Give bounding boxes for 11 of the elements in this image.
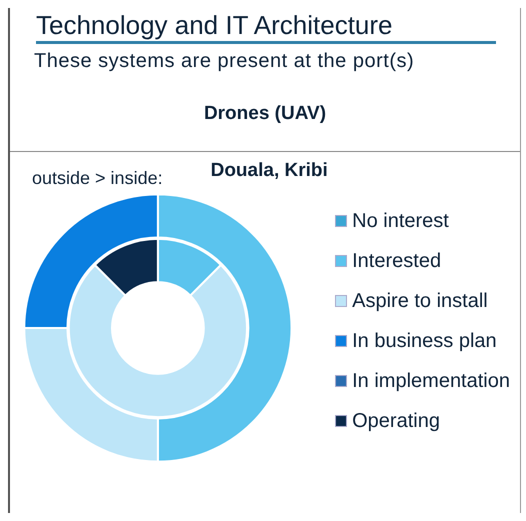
legend-label: No interest bbox=[352, 210, 449, 232]
legend-label: Operating bbox=[352, 410, 440, 432]
chart-subtitle: These systems are present at the port(s) bbox=[34, 50, 416, 73]
legend-label: In implementation bbox=[352, 370, 510, 392]
text: Drones (UAV) bbox=[202, 103, 328, 125]
text: outside > inside: bbox=[32, 168, 163, 189]
chart-title: Technology and IT Architecture bbox=[36, 8, 496, 44]
legend-label: Interested bbox=[352, 250, 442, 272]
legend-label: Aspire to install bbox=[352, 290, 488, 312]
legend-label: In business plan bbox=[352, 330, 497, 352]
text: Douala, Kribi bbox=[210, 160, 328, 183]
